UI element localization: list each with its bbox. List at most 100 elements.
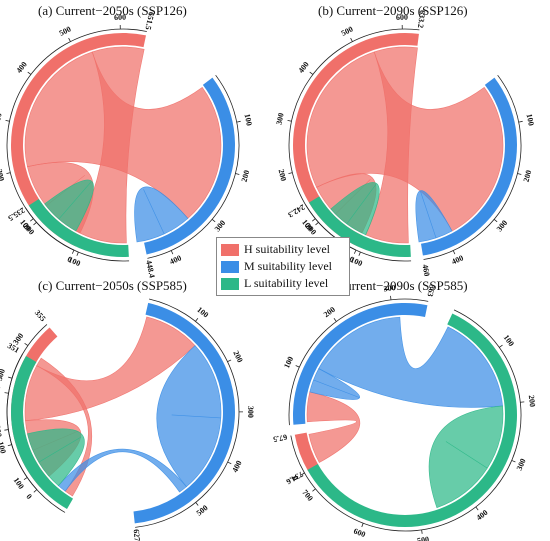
legend-label-m: M suitability level — [244, 259, 332, 273]
tick-mark — [4, 392, 9, 394]
tick-mark — [4, 429, 9, 431]
tick-label: 200 — [240, 169, 252, 183]
sector-m-axis — [147, 74, 240, 259]
tick-mark — [24, 342, 29, 346]
tick-mark — [33, 489, 38, 493]
sector-m-total-label: 460 — [421, 264, 432, 277]
tick-label: 0 — [24, 492, 33, 501]
sector-m-arc — [293, 303, 428, 425]
tick-mark — [361, 523, 364, 528]
tick-mark — [33, 221, 37, 226]
tick-label: 200 — [0, 385, 2, 398]
sector-l-axis — [25, 207, 130, 262]
tick-mark — [312, 218, 316, 222]
legend-item-l: L suitability level — [221, 275, 345, 292]
tick-mark — [235, 173, 240, 175]
tick-label: 0 — [348, 255, 355, 265]
ribbon-m-to-m — [156, 345, 222, 488]
sector-h-axis — [290, 435, 305, 474]
tick-label: 300 — [274, 112, 285, 126]
tick-mark — [7, 444, 12, 447]
tick-label: 200 — [527, 395, 537, 408]
tick-mark — [517, 173, 522, 175]
ribbon-h-to-l — [36, 357, 93, 497]
sector-m-axis — [288, 298, 429, 426]
panel-b-title: (b) Current−2090s (SSP126) — [318, 3, 468, 18]
tick-label: 500 — [417, 535, 430, 541]
ribbon-m-to-l — [318, 316, 503, 408]
panel-a-title: (a) Current−2050s (SSP126) — [38, 3, 187, 18]
tick-mark — [23, 477, 28, 481]
tick-mark — [353, 249, 357, 254]
sector-l-arc — [28, 199, 129, 257]
sector-h-total-label: 651.5 — [143, 11, 156, 30]
sector-l-axis — [305, 204, 412, 262]
tick-mark — [227, 359, 232, 363]
tick-mark — [71, 249, 75, 254]
tick-mark — [421, 529, 423, 534]
tick-label: 300 — [515, 457, 528, 472]
sector-l-total-label: 242.3 — [286, 202, 306, 219]
tick-mark — [499, 344, 503, 348]
legend-item-h: H suitability level — [221, 241, 345, 258]
legend-label-h: H suitability level — [244, 242, 330, 256]
sector-l-total-label: 734.6 — [285, 470, 305, 487]
tick-label: 100 — [195, 305, 210, 320]
tick-mark — [288, 172, 293, 174]
sector-m-total-label: 448.4 — [144, 259, 157, 278]
tick-label: 200 — [231, 349, 244, 364]
tick-label: 200 — [322, 305, 337, 319]
legend: H suitability level M suitability level … — [216, 237, 350, 296]
tick-label: 700 — [300, 488, 315, 503]
tick-label: 200 — [0, 168, 6, 182]
tick-label: 500 — [58, 24, 73, 37]
tick-mark — [195, 318, 199, 322]
legend-item-m: M suitability level — [221, 258, 345, 275]
tick-mark — [76, 251, 79, 256]
ribbon-h-to-l — [365, 46, 418, 244]
sector-m-total-label: 363 — [425, 284, 436, 298]
tick-label: 100 — [282, 355, 295, 370]
tick-mark — [27, 71, 32, 75]
tick-label: 300 — [0, 112, 4, 126]
tick-label: 400 — [14, 60, 28, 75]
tick-label: 600 — [396, 13, 408, 22]
panel-d-chord: 0 67.5 100 200 300 363 100 200 300 400 500 600 70073… — [272, 283, 537, 541]
tick-mark — [333, 318, 337, 322]
tick-mark — [30, 218, 34, 222]
tick-mark — [6, 172, 11, 174]
tick-mark — [315, 221, 319, 226]
tick-label: 600 — [352, 526, 366, 539]
legend-label-l: L suitability level — [244, 276, 329, 290]
tick-label: 400 — [450, 253, 465, 266]
tick-mark — [452, 250, 456, 255]
sector-m-axis — [423, 74, 522, 260]
tick-label: 600 — [114, 13, 126, 22]
tick-mark — [287, 120, 292, 122]
tick-mark — [358, 251, 361, 256]
tick-label: 400 — [168, 253, 183, 266]
sector-m-arc — [133, 302, 236, 524]
ribbon-l-to-l — [27, 428, 85, 487]
sector-l-arc — [308, 196, 411, 257]
tick-label: 100 — [67, 255, 82, 268]
ribbon-l-to-l — [428, 405, 504, 509]
tick-label: 0 — [66, 255, 73, 265]
sector-h-total-label: 67.5 — [272, 432, 287, 443]
tick-label: 400 — [475, 508, 490, 522]
tick-mark — [493, 218, 498, 223]
ribbon-l-to-l — [330, 182, 380, 236]
ribbon-h-to-l — [75, 46, 145, 244]
legend-swatch-m — [221, 260, 239, 273]
tick-label: 400 — [296, 60, 310, 75]
tick-label: 400 — [230, 459, 243, 474]
sector-l-axis — [6, 353, 66, 513]
ribbon-l-to-l — [44, 179, 94, 232]
panel-c-title: (c) Current−2050s (SSP585) — [38, 278, 187, 293]
tick-label: 500 — [195, 503, 210, 518]
